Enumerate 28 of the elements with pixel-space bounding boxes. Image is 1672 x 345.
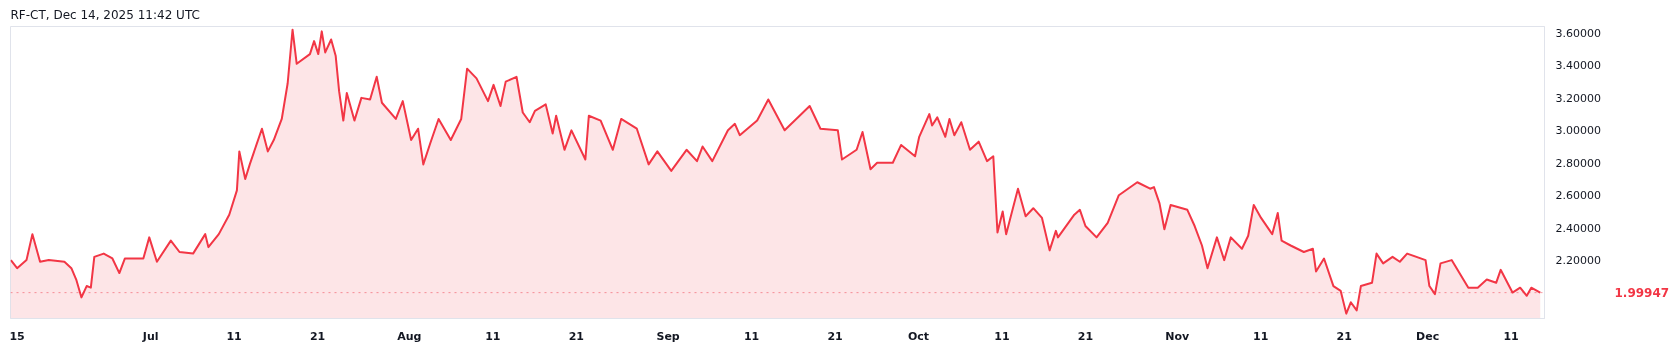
x-tick-label: Oct [907,329,930,343]
chart-title: RF-CT, Dec 14, 2025 11:42 UTC [10,7,200,22]
x-tick-label: 15 [9,329,25,343]
x-tick-label: 21 [827,329,843,343]
x-tick-label: 21 [309,329,326,343]
x-tick-label: Jul [141,329,159,343]
y-tick-label: 2.80000 [1555,156,1601,170]
x-tick-label: 11 [485,329,501,343]
x-tick-label: Aug [397,329,422,343]
y-tick-label: 2.60000 [1555,189,1601,203]
x-tick-label: 11 [1253,329,1269,343]
x-tick-label: 11 [743,329,760,343]
y-tick-label: 3.60000 [1555,26,1601,40]
x-tick-label: 21 [1336,329,1352,343]
y-tick-label: 2.40000 [1555,221,1601,235]
x-tick-label: Dec [1416,329,1440,343]
x-tick-label: 11 [226,329,242,343]
x-tick-label: Sep [656,329,680,343]
ref-line-label: 1.99947 [1614,286,1670,301]
x-tick-label: 11 [1503,329,1519,343]
y-tick-label: 3.20000 [1555,91,1601,105]
x-tick-label: Nov [1165,329,1191,343]
y-tick-label: 3.40000 [1555,59,1601,73]
x-tick-label: 21 [568,329,584,343]
x-tick-label: 11 [994,329,1010,343]
y-tick-label: 3.00000 [1555,124,1601,138]
y-tick-label: 2.20000 [1555,254,1601,268]
x-tick-label: 21 [1077,329,1094,343]
